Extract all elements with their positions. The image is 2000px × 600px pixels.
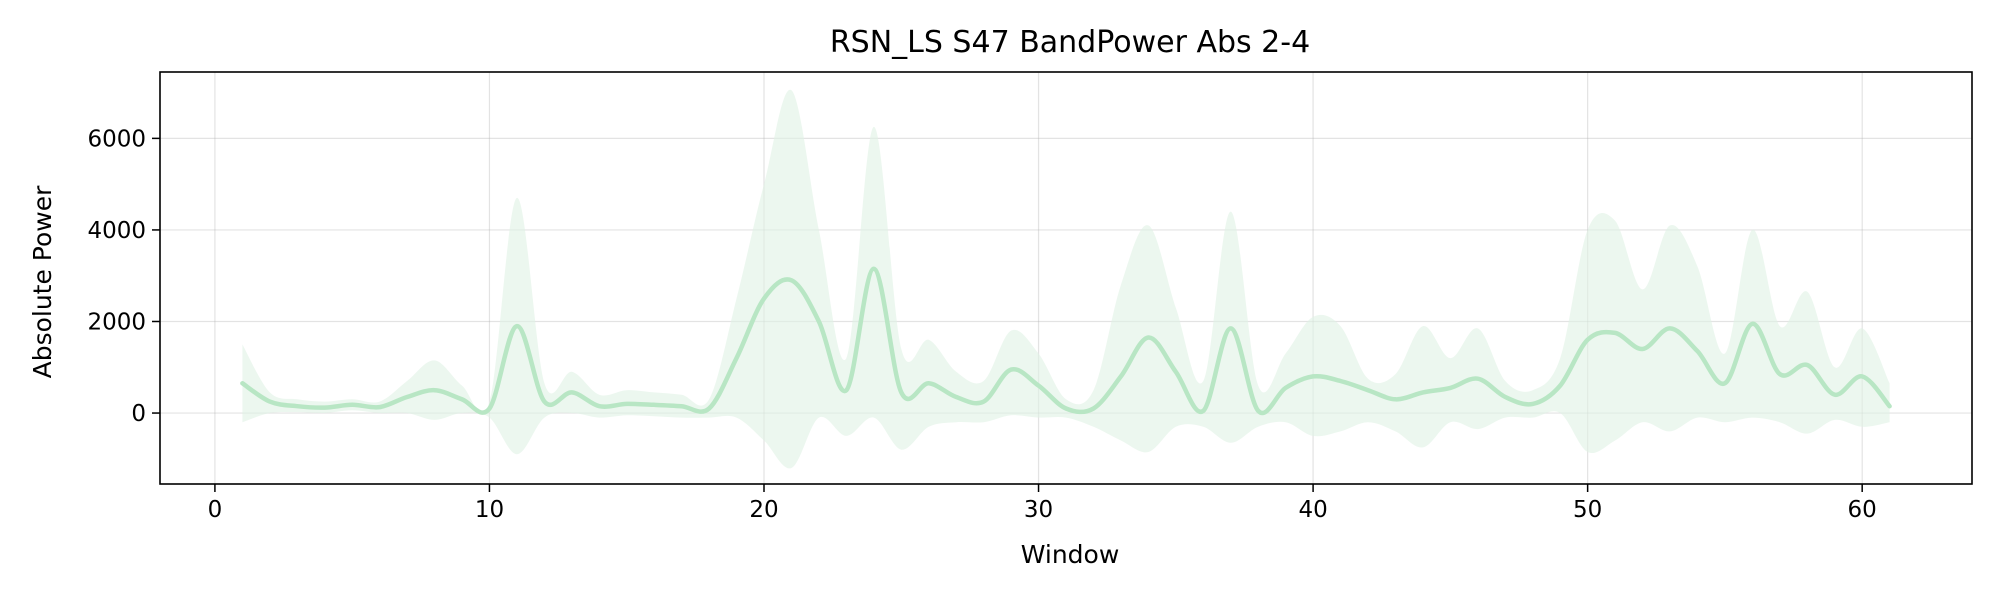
x-tick-label: 60 <box>1848 497 1877 523</box>
x-tick-label: 40 <box>1298 497 1327 523</box>
x-tick-label: 20 <box>749 497 778 523</box>
x-tick-label: 30 <box>1024 497 1053 523</box>
axis-ticks: 0 10 20 30 40 50 60 0 2000 4000 6000 <box>87 126 1876 523</box>
plot-frame <box>159 71 1973 485</box>
x-axis-title: Window <box>1021 540 1120 569</box>
chart-title: RSN_LS S47 BandPower Abs 2-4 <box>830 25 1310 60</box>
y-tick-label: 6000 <box>87 126 146 152</box>
x-tick-label: 0 <box>208 497 223 523</box>
y-tick-label: 0 <box>131 401 146 427</box>
x-tick-label: 50 <box>1573 497 1602 523</box>
y-tick-label: 4000 <box>87 218 146 244</box>
y-axis-title: Absolute Power <box>28 185 57 379</box>
y-tick-label: 2000 <box>87 309 146 335</box>
confidence-band <box>242 89 1890 469</box>
x-tick-label: 10 <box>475 497 504 523</box>
mean-line <box>240 266 1892 416</box>
